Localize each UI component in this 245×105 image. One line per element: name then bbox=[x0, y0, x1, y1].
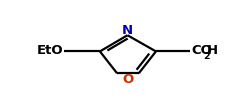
Text: EtO: EtO bbox=[36, 44, 63, 57]
Text: 2: 2 bbox=[203, 52, 209, 61]
Text: N: N bbox=[122, 24, 133, 37]
Text: H: H bbox=[207, 44, 218, 57]
Text: CO: CO bbox=[191, 44, 212, 57]
Text: O: O bbox=[122, 73, 134, 86]
